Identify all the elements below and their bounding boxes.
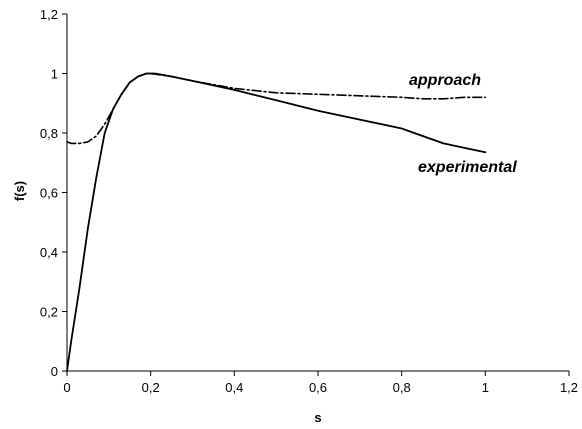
x-axis-label: s [314, 410, 321, 425]
y-tick-label: 0,2 [40, 305, 58, 320]
axes [66, 14, 569, 372]
tick-marks: 0 0,2 0,4 0,6 0,8 1 1,2 0 0,2 0,4 0,6 0,8 1 1,2 [40, 7, 578, 395]
x-tick-label: 1 [482, 380, 489, 395]
y-axis-label: f(s) [12, 181, 27, 201]
x-tick-label: 0 [63, 380, 70, 395]
y-tick-label: 0,8 [40, 126, 58, 141]
y-tick-label: 0,6 [40, 186, 58, 201]
annotations: approach experimental [409, 72, 517, 176]
y-tick-label: 1 [51, 67, 58, 82]
annotation-approach: approach [409, 72, 481, 89]
x-tick-label: 0,4 [225, 380, 243, 395]
x-tick-label: 0,6 [309, 380, 327, 395]
x-tick-label: 0,2 [142, 380, 160, 395]
series-line-approach [66, 72, 487, 145]
series-lines [66, 72, 487, 372]
y-tick-label: 0,4 [40, 245, 58, 260]
annotation-experimental: experimental [418, 159, 517, 176]
x-tick-label: 1,2 [560, 380, 578, 395]
y-tick-label: 1,2 [40, 7, 58, 22]
axis-labels: s f(s) [12, 181, 322, 425]
series-line-experimental [66, 72, 487, 372]
x-tick-label: 0,8 [393, 380, 411, 395]
y-tick-label: 0 [51, 364, 58, 379]
